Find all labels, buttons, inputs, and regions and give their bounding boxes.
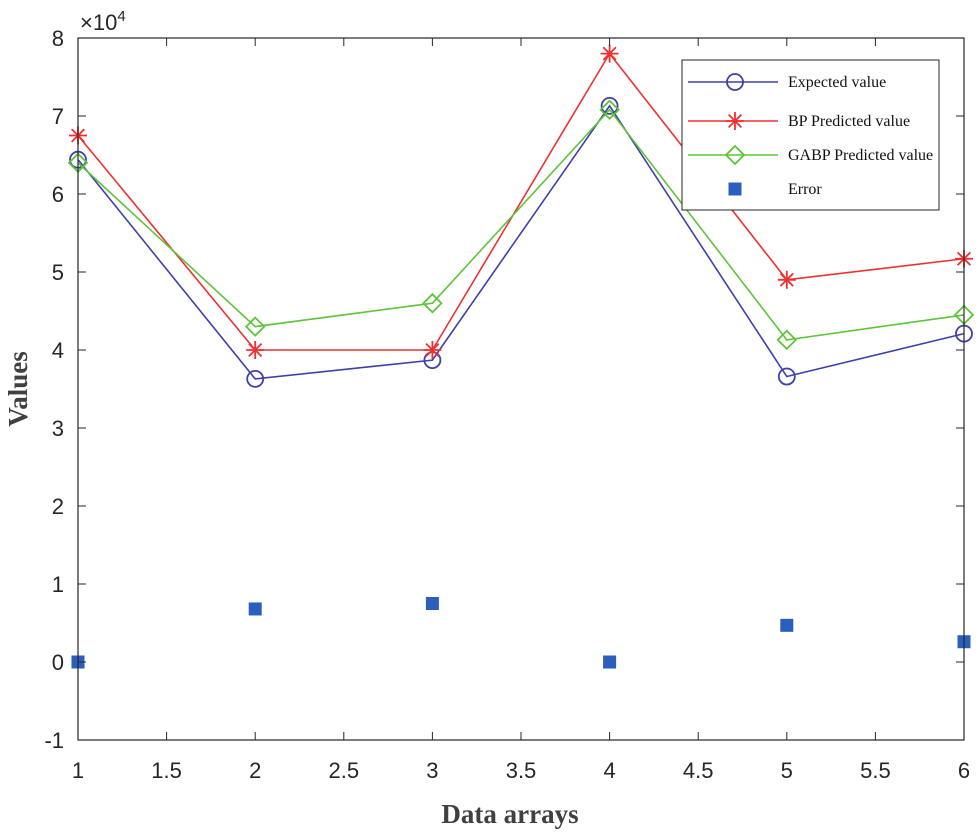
legend-label: Error [788, 181, 822, 198]
x-tick-label: 6 [958, 758, 970, 783]
y-tick-label: 2 [52, 494, 64, 519]
series-line [77, 108, 965, 341]
legend-marker [724, 144, 746, 166]
series-gabp-predicted-value [67, 99, 975, 351]
data-point [244, 316, 266, 337]
x-tick-label: 3.5 [506, 758, 537, 783]
y-axis-title: Values [3, 351, 33, 427]
legend-marker [728, 182, 742, 196]
legend-label: Expected value [788, 74, 886, 91]
x-axis-title: Data arrays [441, 799, 578, 829]
x-tick-label: 1.5 [151, 758, 182, 783]
legend-entry: Error [728, 181, 822, 198]
x-tick-label: 4 [603, 758, 615, 783]
data-point [777, 270, 796, 289]
x-tick-label: 1 [72, 758, 84, 783]
y-tick-label: 8 [52, 26, 64, 51]
data-point [248, 602, 262, 616]
data-point [776, 329, 798, 351]
y-tick-label: 6 [52, 182, 64, 207]
y-tick-label: 0 [52, 650, 64, 675]
y-tick-label: 3 [52, 416, 64, 441]
y-exponent-base: ×10 [80, 10, 117, 35]
x-tick-label: 4.5 [683, 758, 714, 783]
axis-ticks: 1 1.5 2 2.5 3 3.5 4 4.5 5 5.5 6 -1 0 1 2 3 4 5 6 7 8 [44, 26, 970, 783]
data-point [246, 369, 265, 388]
data-point [422, 292, 443, 314]
y-tick-label: 5 [52, 260, 64, 285]
data-point [423, 341, 442, 359]
legend-label: GABP Predicted value [788, 147, 933, 164]
series-error [71, 597, 971, 669]
y-tick-label: 1 [52, 572, 64, 597]
legend-label: BP Predicted value [788, 113, 910, 130]
series-line [77, 104, 965, 380]
y-tick-label: 4 [52, 338, 64, 363]
data-point [246, 341, 265, 359]
data-point [780, 618, 794, 632]
data-point [777, 367, 796, 386]
data-point [600, 44, 619, 63]
y-exponent-power: 4 [117, 8, 125, 25]
data-point [599, 99, 620, 121]
legend: Expected value BP Predicted value GABP Pre… [681, 59, 940, 211]
x-tick-label: 5 [781, 758, 793, 783]
y-exponent-label: ×104 [80, 8, 126, 35]
y-tick-label: -1 [44, 728, 64, 753]
legend-marker [726, 73, 744, 91]
legend-entry: GABP Predicted value [688, 144, 933, 166]
data-point [425, 597, 439, 610]
data-point [603, 655, 617, 669]
x-tick-label: 5.5 [860, 758, 891, 783]
series-line [77, 52, 965, 351]
legend-box [681, 59, 940, 211]
legend-marker [726, 112, 744, 130]
x-tick-label: 3 [426, 758, 438, 783]
legend-entry: Expected value [688, 73, 886, 91]
data-point [600, 96, 619, 115]
x-tick-label: 2 [249, 758, 261, 783]
y-tick-label: 7 [52, 104, 64, 129]
x-tick-label: 2.5 [329, 758, 360, 783]
legend-entry: BP Predicted value [688, 112, 910, 130]
